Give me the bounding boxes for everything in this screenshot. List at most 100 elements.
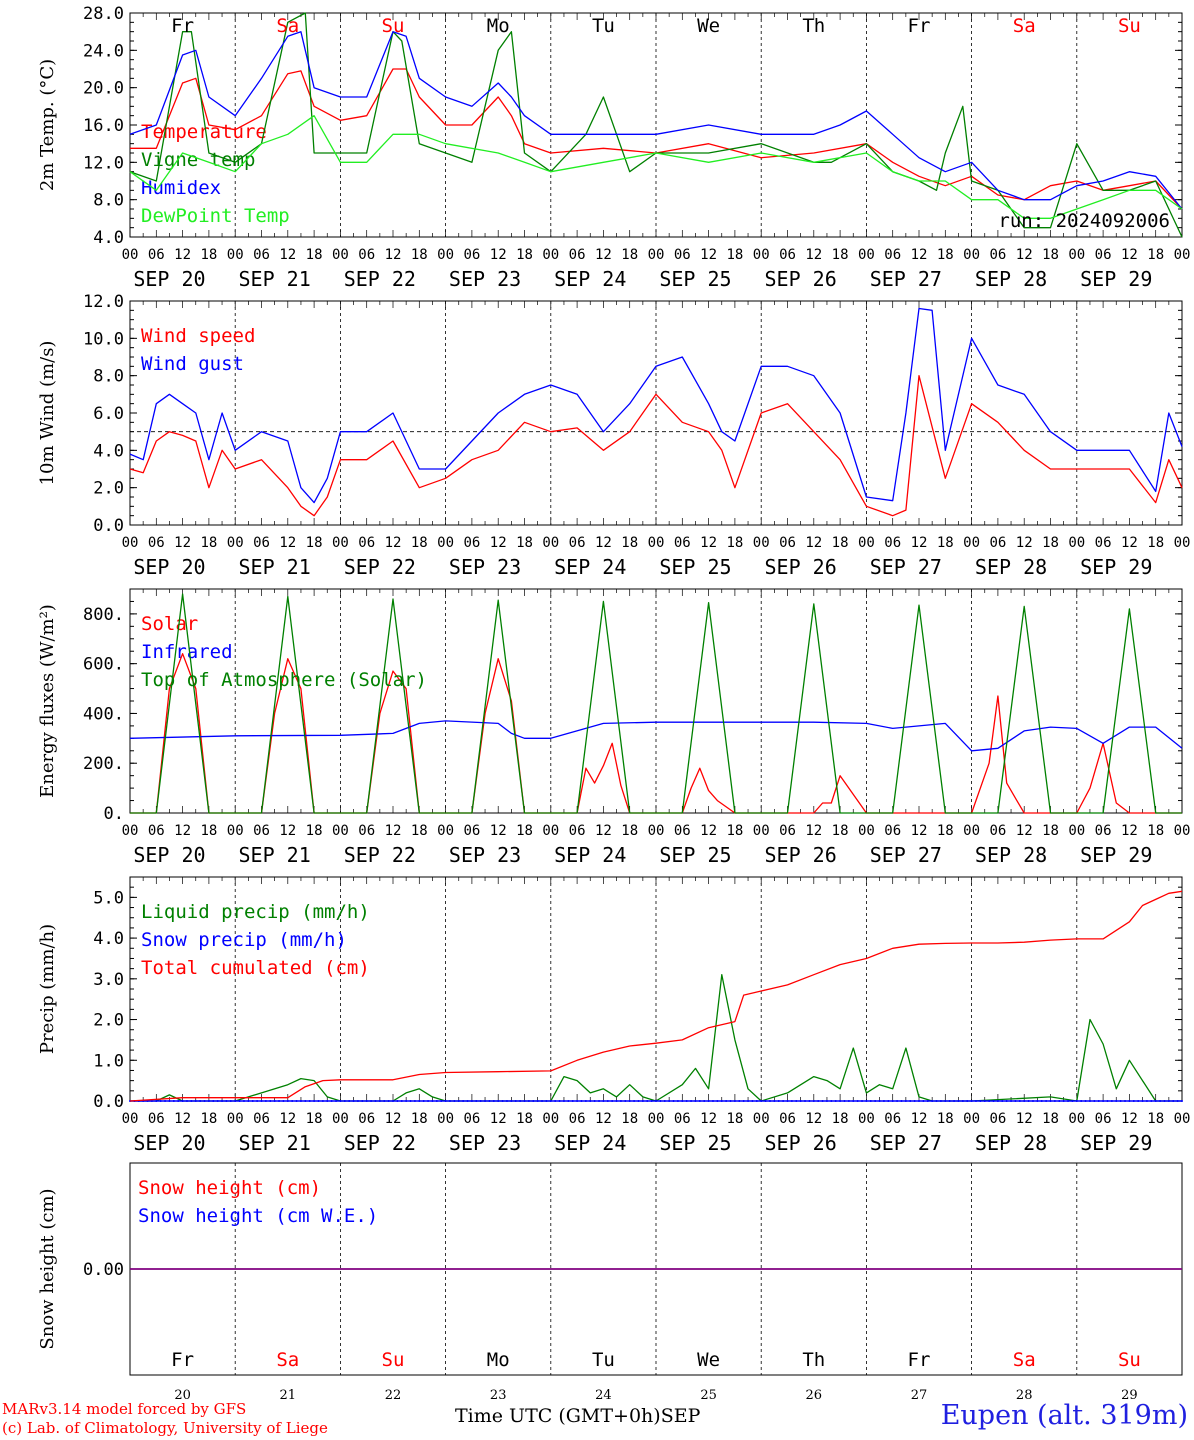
series-point bbox=[378, 1100, 381, 1102]
chart-panel-3: 0. 200. 400. 600. 800. Energy fluxes (W/m²) So… bbox=[37, 588, 1190, 867]
series-point bbox=[817, 1100, 820, 1102]
series-point bbox=[422, 1100, 425, 1102]
series-point bbox=[282, 1100, 285, 1102]
y-tick-label: 8.0 bbox=[93, 191, 124, 211]
series-point bbox=[948, 1100, 951, 1102]
series-point bbox=[475, 1100, 478, 1102]
hour-tick-label: 18 bbox=[200, 1111, 217, 1127]
hour-tick-label: 00 bbox=[753, 247, 770, 263]
series-point bbox=[1045, 1100, 1048, 1102]
date-label: SEP 22 bbox=[344, 843, 416, 867]
series-point bbox=[1023, 1100, 1026, 1102]
hour-tick-label: 00 bbox=[227, 535, 244, 551]
series-point bbox=[729, 1100, 732, 1102]
series-point bbox=[602, 1100, 605, 1102]
series-point bbox=[1102, 1100, 1105, 1102]
hour-tick-label: 18 bbox=[306, 1111, 323, 1127]
date-label: SEP 23 bbox=[449, 843, 521, 867]
series-point bbox=[1097, 1100, 1100, 1102]
series-point bbox=[466, 1100, 469, 1102]
hour-tick-label: 18 bbox=[726, 247, 743, 263]
hour-tick-label: 00 bbox=[1174, 535, 1191, 551]
series-point bbox=[457, 1100, 460, 1102]
series-point bbox=[869, 1100, 872, 1102]
series-point bbox=[1005, 1100, 1008, 1102]
hour-tick-label: 12 bbox=[279, 247, 296, 263]
hour-tick-label: 18 bbox=[1147, 535, 1164, 551]
hour-tick-label: 00 bbox=[963, 1111, 980, 1127]
hour-tick-label: 00 bbox=[753, 1111, 770, 1127]
series-point bbox=[913, 1100, 916, 1102]
series-point bbox=[738, 1100, 741, 1102]
hour-tick-label: 00 bbox=[858, 535, 875, 551]
hour-tick-label: 12 bbox=[1121, 535, 1138, 551]
series-point bbox=[321, 1100, 324, 1102]
series-line-wind-gust bbox=[129, 307, 1183, 504]
series-point bbox=[348, 1100, 351, 1102]
series-point bbox=[251, 1100, 254, 1102]
series-point bbox=[387, 1100, 390, 1102]
hour-tick-label: 18 bbox=[621, 823, 638, 839]
series-point bbox=[1049, 1100, 1052, 1102]
hour-tick-label: 06 bbox=[148, 247, 165, 263]
series-point bbox=[922, 1100, 925, 1102]
date-label: SEP 27 bbox=[870, 267, 942, 291]
series-line-top-of-atmosphere-solar- bbox=[130, 593, 1182, 814]
series-point bbox=[896, 1100, 899, 1102]
series-line-dewpoint-temp bbox=[129, 115, 1183, 219]
hour-tick-label: 18 bbox=[621, 247, 638, 263]
hour-tick-label: 06 bbox=[884, 247, 901, 263]
hour-tick-label: 18 bbox=[726, 1111, 743, 1127]
legend-entry: Wind speed bbox=[141, 325, 255, 347]
hour-tick-label: 06 bbox=[463, 823, 480, 839]
series-point bbox=[1071, 1100, 1074, 1102]
hour-tick-label: 12 bbox=[174, 247, 191, 263]
hour-tick-label: 12 bbox=[490, 535, 507, 551]
hour-tick-label: 06 bbox=[884, 823, 901, 839]
series-point bbox=[1075, 1100, 1078, 1102]
series-point bbox=[431, 1100, 434, 1102]
hour-tick-label: 12 bbox=[911, 823, 928, 839]
hour-tick-label: 06 bbox=[358, 1111, 375, 1127]
series-point bbox=[711, 1100, 714, 1102]
weekday-label: Fr bbox=[171, 15, 194, 37]
series-point bbox=[663, 1100, 666, 1102]
hour-tick-label: 18 bbox=[306, 535, 323, 551]
series-point bbox=[1110, 1100, 1113, 1102]
hour-tick-label: 12 bbox=[911, 1111, 928, 1127]
series-point bbox=[212, 1100, 215, 1102]
hour-tick-label: 06 bbox=[779, 823, 796, 839]
date-label: SEP 22 bbox=[344, 1131, 416, 1155]
series-point bbox=[839, 1100, 842, 1102]
hour-tick-label: 06 bbox=[358, 535, 375, 551]
hour-tick-label: 00 bbox=[437, 1111, 454, 1127]
hour-tick-label: 06 bbox=[1095, 823, 1112, 839]
series-point bbox=[435, 1100, 438, 1102]
series-point bbox=[676, 1100, 679, 1102]
hour-tick-label: 00 bbox=[542, 1111, 559, 1127]
day-number: 22 bbox=[385, 1388, 402, 1403]
weekday-label: Sa bbox=[276, 1349, 299, 1371]
date-label: SEP 29 bbox=[1080, 267, 1152, 291]
series-point bbox=[567, 1100, 570, 1102]
hour-tick-label: 12 bbox=[1016, 1111, 1033, 1127]
series-point bbox=[1027, 1100, 1030, 1102]
hour-tick-label: 06 bbox=[1095, 1111, 1112, 1127]
series-point bbox=[1018, 1100, 1021, 1102]
series-point bbox=[856, 1100, 859, 1102]
series-point bbox=[707, 1100, 710, 1102]
weekday-label: We bbox=[697, 1349, 720, 1371]
hour-tick-label: 18 bbox=[1042, 535, 1059, 551]
day-number: 27 bbox=[911, 1388, 928, 1403]
series-point bbox=[1167, 1100, 1170, 1102]
hour-tick-label: 18 bbox=[306, 823, 323, 839]
series-point bbox=[650, 1100, 653, 1102]
series-point bbox=[685, 1100, 688, 1102]
hour-tick-label: 00 bbox=[1068, 247, 1085, 263]
series-point bbox=[295, 1100, 298, 1102]
series-point bbox=[681, 1100, 684, 1102]
series-point bbox=[931, 1100, 934, 1102]
hour-tick-label: 12 bbox=[279, 1111, 296, 1127]
hour-tick-label: 06 bbox=[779, 1111, 796, 1127]
